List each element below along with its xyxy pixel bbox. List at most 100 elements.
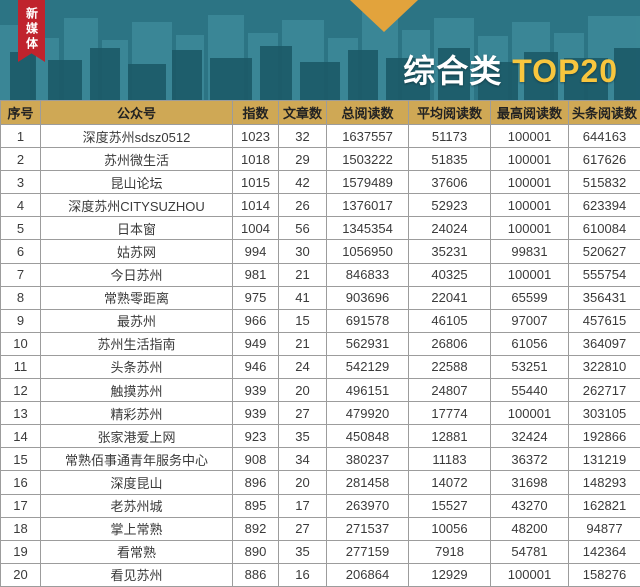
cell-index: 895: [232, 493, 279, 518]
cell-max_reads: 97007: [490, 308, 569, 333]
cell-account: 昆山论坛: [40, 170, 233, 195]
cell-total_reads: 263970: [326, 493, 409, 518]
cell-account: 触摸苏州: [40, 378, 233, 403]
cell-articles: 30: [278, 239, 327, 264]
cell-avg_reads: 12881: [408, 424, 491, 449]
table-row: 4 深度苏州CITYSUZHOU 1014 26 1376017 52923 100001 6…: [0, 193, 640, 218]
cell-max_reads: 36372: [490, 447, 569, 472]
cell-total_reads: 1345354: [326, 216, 409, 241]
table-row: 7 今日苏州 981 21 846833 40325 100001 555754: [0, 262, 640, 287]
ribbon-label: 新媒体: [24, 7, 39, 52]
cell-articles: 35: [278, 424, 327, 449]
cell-max_reads: 31698: [490, 470, 569, 495]
cell-account: 精彩苏州: [40, 401, 233, 426]
cell-max_reads: 53251: [490, 354, 569, 380]
cell-avg_reads: 51173: [408, 123, 491, 149]
cell-account: 老苏州城: [40, 493, 233, 518]
cell-rank: 12: [0, 378, 41, 403]
cell-avg_reads: 40325: [408, 262, 491, 287]
cell-rank: 7: [0, 262, 41, 287]
cell-headline_reads: 158276: [568, 562, 640, 587]
cell-total_reads: 903696: [326, 285, 409, 310]
cell-avg_reads: 46105: [408, 308, 491, 333]
cell-total_reads: 496151: [326, 378, 409, 403]
header-rank: 序号: [0, 100, 41, 125]
cell-index: 946: [232, 354, 279, 380]
table-header-row: 序号 公众号 指数 文章数 总阅读数 平均阅读数 最高阅读数 头条阅读数: [0, 100, 640, 125]
cell-max_reads: 48200: [490, 516, 569, 541]
cell-account: 今日苏州: [40, 262, 233, 287]
cell-index: 975: [232, 285, 279, 310]
cell-avg_reads: 22041: [408, 285, 491, 310]
cell-account: 日本窗: [40, 216, 233, 241]
cell-headline_reads: 356431: [568, 285, 640, 310]
cell-total_reads: 450848: [326, 424, 409, 449]
cell-index: 890: [232, 539, 279, 564]
cell-avg_reads: 11183: [408, 447, 491, 472]
cell-rank: 15: [0, 447, 41, 472]
table-row: 13 精彩苏州 939 27 479920 17774 100001 303105: [0, 401, 640, 426]
cell-index: 981: [232, 262, 279, 287]
cell-total_reads: 1637557: [326, 123, 409, 149]
cell-avg_reads: 52923: [408, 193, 491, 218]
cell-account: 苏州生活指南: [40, 331, 233, 356]
cell-avg_reads: 24024: [408, 216, 491, 241]
cell-max_reads: 65599: [490, 285, 569, 310]
cell-rank: 20: [0, 562, 41, 587]
cell-headline_reads: 322810: [568, 354, 640, 380]
new-media-ribbon: 新媒体: [18, 0, 45, 62]
cell-avg_reads: 17774: [408, 401, 491, 426]
cell-avg_reads: 10056: [408, 516, 491, 541]
cell-max_reads: 43270: [490, 493, 569, 518]
cell-headline_reads: 364097: [568, 331, 640, 356]
table-row: 17 老苏州城 895 17 263970 15527 43270 162821: [0, 493, 640, 518]
cell-account: 常熟零距离: [40, 285, 233, 310]
cell-account: 深度昆山: [40, 470, 233, 495]
cell-account: 深度苏州sdsz0512: [40, 123, 233, 149]
cell-max_reads: 100001: [490, 562, 569, 587]
cell-articles: 26: [278, 193, 327, 218]
cell-headline_reads: 192866: [568, 424, 640, 449]
cell-avg_reads: 26806: [408, 331, 491, 356]
table-row: 18 掌上常熟 892 27 271537 10056 48200 94877: [0, 516, 640, 541]
cell-account: 头条苏州: [40, 354, 233, 380]
cell-index: 1018: [232, 147, 279, 172]
cell-rank: 6: [0, 239, 41, 264]
cell-total_reads: 1376017: [326, 193, 409, 218]
cell-avg_reads: 51835: [408, 147, 491, 172]
header-account: 公众号: [40, 100, 233, 125]
page-title: 综合类 TOP20: [403, 46, 618, 92]
cell-total_reads: 1503222: [326, 147, 409, 172]
cell-index: 1014: [232, 193, 279, 218]
cell-rank: 11: [0, 354, 41, 380]
cell-index: 939: [232, 401, 279, 426]
ranking-table: 序号 公众号 指数 文章数 总阅读数 平均阅读数 最高阅读数 头条阅读数 1 深度…: [0, 100, 640, 587]
table-row: 2 苏州微生活 1018 29 1503222 51835 100001 617626: [0, 147, 640, 172]
header-total-reads: 总阅读数: [326, 100, 409, 125]
cell-index: 949: [232, 331, 279, 356]
cell-headline_reads: 142364: [568, 539, 640, 564]
cell-avg_reads: 12929: [408, 562, 491, 587]
cell-headline_reads: 610084: [568, 216, 640, 241]
cell-articles: 15: [278, 308, 327, 333]
cell-index: 1023: [232, 123, 279, 149]
cell-total_reads: 479920: [326, 401, 409, 426]
cell-rank: 18: [0, 516, 41, 541]
cell-total_reads: 281458: [326, 470, 409, 495]
cell-account: 张家港爱上网: [40, 424, 233, 449]
cell-avg_reads: 14072: [408, 470, 491, 495]
cell-max_reads: 100001: [490, 216, 569, 241]
cell-articles: 21: [278, 262, 327, 287]
cell-total_reads: 271537: [326, 516, 409, 541]
table-row: 20 看见苏州 886 16 206864 12929 100001 158276: [0, 562, 640, 587]
table-row: 19 看常熟 890 35 277159 7918 54781 142364: [0, 539, 640, 564]
cell-max_reads: 61056: [490, 331, 569, 356]
cell-total_reads: 206864: [326, 562, 409, 587]
cell-articles: 32: [278, 123, 327, 149]
cell-total_reads: 562931: [326, 331, 409, 356]
header-headline-reads: 头条阅读数: [568, 100, 640, 125]
cell-total_reads: 277159: [326, 539, 409, 564]
cell-headline_reads: 303105: [568, 401, 640, 426]
cell-headline_reads: 162821: [568, 493, 640, 518]
cell-headline_reads: 520627: [568, 239, 640, 264]
